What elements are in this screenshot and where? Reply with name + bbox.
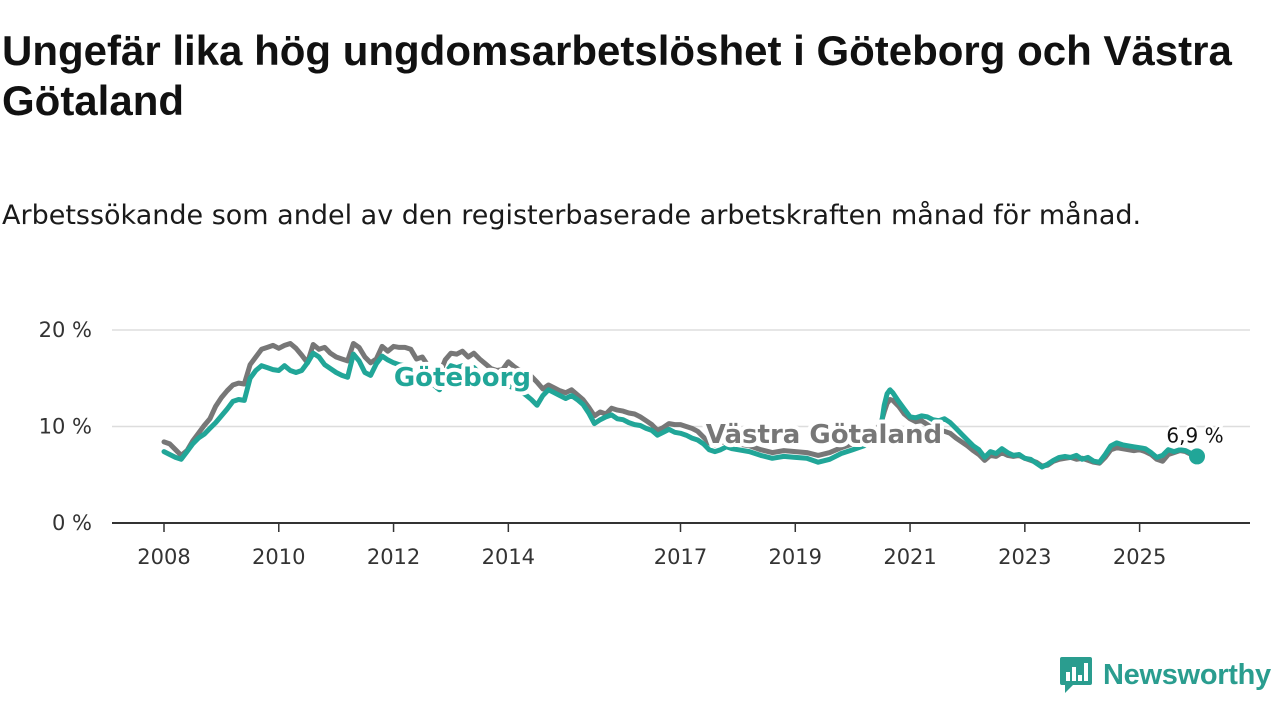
series-line-goteborg <box>161 350 1200 470</box>
end-value-label: 6,9 % <box>1166 423 1223 447</box>
chart-title: Ungefär lika hög ungdomsarbetslöshet i G… <box>2 27 1232 124</box>
x-tick-label: 2021 <box>883 545 936 569</box>
series-label-vastra-gotaland: Västra Götaland <box>706 420 942 450</box>
end-point-marker <box>1189 448 1205 465</box>
x-tick-label: 2012 <box>367 545 420 569</box>
x-tick-label: 2023 <box>998 545 1051 569</box>
series-line-vastra-gotaland <box>161 341 1200 469</box>
x-tick-label: 2008 <box>137 545 190 569</box>
series-label-goteborg: Göteborg <box>394 363 531 393</box>
x-tick-label: 2019 <box>769 545 822 569</box>
y-tick-label: 0 % <box>52 511 92 535</box>
chart-subtitle: Arbetssökande som andel av den registerb… <box>2 200 1142 231</box>
newsworthy-brand: Newsworthy <box>1059 654 1271 696</box>
newsworthy-brand-name: Newsworthy <box>1103 658 1271 691</box>
y-tick-label: 20 % <box>39 318 92 342</box>
x-tick-label: 2017 <box>654 545 707 569</box>
x-axis-ticks: 2008 2010 2012 2014 2017 2019 2021 2023 2025 <box>137 523 1166 569</box>
x-tick-label: 2014 <box>482 545 535 569</box>
y-axis-ticks: 0 % 10 % 20 % <box>39 318 92 535</box>
newsworthy-logo-icon <box>1060 657 1092 693</box>
x-tick-label: 2025 <box>1113 545 1166 569</box>
y-tick-label: 10 % <box>39 415 92 439</box>
series-labels: Västra Götaland Göteborg 6,9 % <box>390 359 1226 465</box>
x-tick-label: 2010 <box>252 545 305 569</box>
series-lines <box>161 341 1200 470</box>
